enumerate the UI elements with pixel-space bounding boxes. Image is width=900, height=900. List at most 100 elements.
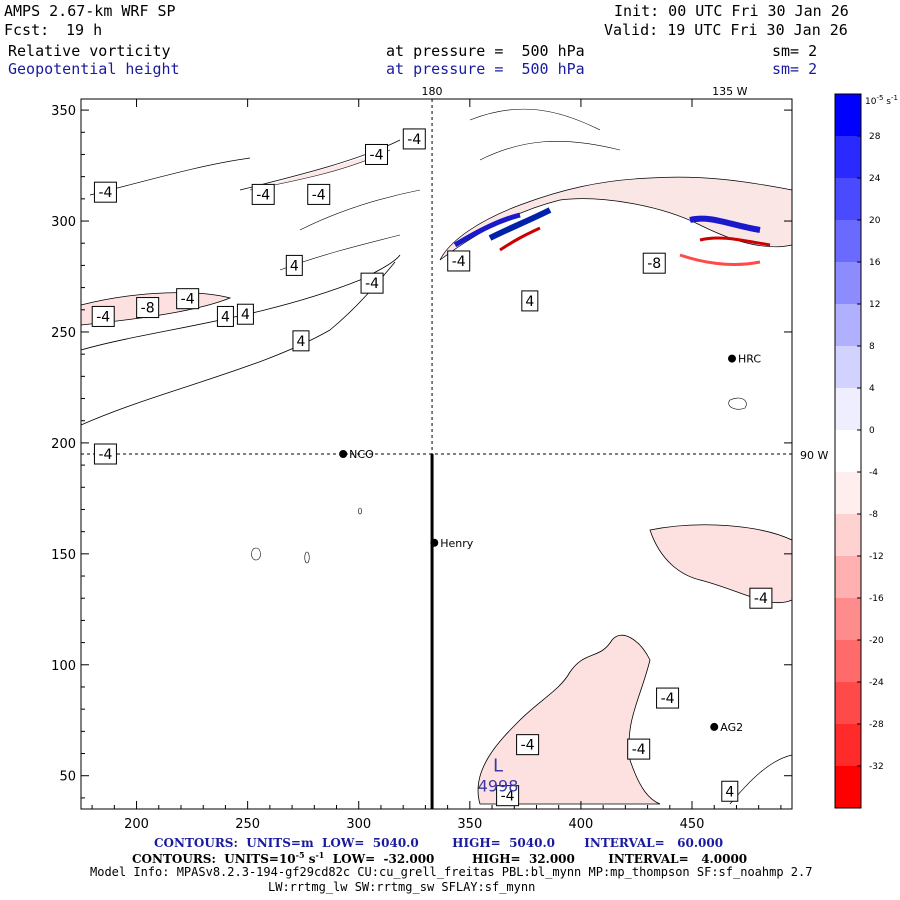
- contour-label-box: [251, 183, 275, 205]
- contour-label: -4: [632, 742, 646, 758]
- colorbar-swatch: [835, 724, 861, 767]
- colorbar-label: 4: [869, 384, 875, 394]
- contour-label-box: [216, 305, 234, 327]
- colorbar-label: 24: [869, 174, 881, 184]
- field-vorticity-name: Relative vorticity: [8, 42, 171, 60]
- footer-units-range: LOW= -32.000 HIGH= 32.000 INTERVAL= 4.00…: [324, 852, 748, 866]
- colorbar-swatch: [835, 472, 861, 515]
- meridian-label: 90 W: [800, 449, 828, 462]
- colorbar-swatch: [835, 430, 861, 473]
- station-name: NCO: [349, 448, 374, 461]
- colorbar-label: 16: [869, 258, 881, 268]
- footer-model-info-2: LW:rrtmg_lw SW:rrtmg_sw SFLAY:sf_mynn: [268, 880, 536, 894]
- contour-label: 4: [297, 334, 306, 350]
- colorbar-swatch: [835, 598, 861, 641]
- footer-units-prefix: CONTOURS: UNITS=10: [132, 852, 296, 866]
- contour-label: -4: [407, 132, 421, 148]
- colorbar-swatch: [835, 556, 861, 599]
- colorbar-label: -12: [869, 552, 884, 562]
- station-name: AG2: [720, 721, 743, 734]
- field-height-level: at pressure = 500 hPa: [386, 60, 585, 78]
- contour-label-box: [236, 303, 254, 325]
- field-vorticity-level: at pressure = 500 hPa: [386, 42, 585, 60]
- y-tick-label: 150: [51, 548, 76, 563]
- field-height-smoothing: sm= 2: [772, 60, 818, 78]
- low-symbol: L: [493, 755, 503, 776]
- station-name: Henry: [440, 537, 474, 550]
- y-tick-label: 300: [51, 215, 76, 230]
- x-tick-label: 450: [680, 817, 705, 832]
- station-dot: [430, 538, 439, 547]
- contour-label-box: [292, 330, 310, 352]
- colorbar-swatch: [835, 304, 861, 347]
- init-time: Init: 00 UTC Fri 30 Jan 26: [614, 2, 849, 20]
- station-name: HRC: [738, 353, 761, 366]
- colorbar-swatch: [835, 94, 861, 137]
- contour-label-box: [365, 143, 389, 165]
- colorbar-label: -8: [869, 510, 878, 520]
- contour-label: -4: [365, 276, 379, 292]
- field-vorticity-smoothing: sm= 2: [772, 42, 818, 60]
- contour-label: -4: [256, 187, 270, 203]
- valid-time: Valid: 19 UTC Fri 30 Jan 26: [604, 21, 848, 39]
- footer-units-exp: -5: [295, 850, 305, 860]
- contour-label-box: [91, 305, 115, 327]
- contour-label: -4: [96, 309, 110, 325]
- lat-lon-gridlines: 180 135 W 90 W: [81, 85, 828, 809]
- colorbar-label: 12: [869, 300, 880, 310]
- colorbar-unit-base: 10: [865, 97, 877, 107]
- contour-label: -8: [141, 301, 155, 317]
- colorbar-label: 20: [869, 216, 881, 226]
- meridian-label: 135 W: [712, 85, 747, 98]
- x-tick-label: 350: [457, 817, 482, 832]
- colorbar-swatch: [835, 178, 861, 221]
- contour-label-box: [136, 297, 160, 319]
- contour-label: -4: [452, 254, 466, 270]
- colorbar-label: -32: [869, 762, 884, 772]
- contour-label-box: [516, 734, 540, 756]
- axes-layer: 200 250 300 350 400 450 50 100 150 200 250 300 350: [51, 99, 792, 832]
- footer-units-exp2: -1: [315, 850, 325, 860]
- colorbar-swatch: [835, 682, 861, 725]
- colorbar-label: 0: [869, 426, 875, 436]
- contour-label-box: [521, 290, 539, 312]
- x-tick-label: 250: [235, 817, 260, 832]
- colorbar-swatch: [835, 640, 861, 683]
- y-tick-label: 250: [51, 326, 76, 341]
- colorbar-label: 8: [869, 342, 875, 352]
- colorbar-swatch: [835, 766, 861, 809]
- contour-label: -4: [501, 789, 515, 805]
- forecast-label: Fcst:: [4, 21, 50, 39]
- station-dot: [728, 354, 737, 363]
- contour-label: 4: [241, 307, 250, 323]
- contour-label-box: [176, 288, 200, 310]
- colorbar-label: -4: [869, 468, 878, 478]
- contour-label: 4: [290, 258, 299, 274]
- forecast-hour: 19 h: [66, 21, 103, 39]
- contour-label-box: [447, 250, 471, 272]
- x-tick-label: 200: [124, 817, 149, 832]
- contour-label: -4: [98, 447, 112, 463]
- contour-label-box: [496, 785, 520, 807]
- meridian-label: 180: [422, 85, 443, 98]
- contour-label: -4: [521, 738, 535, 754]
- station-markers: NCO Henry HRC AG2: [339, 353, 761, 734]
- y-tick-label: 200: [51, 437, 76, 452]
- contour-label: -4: [754, 591, 768, 607]
- colorbar-label: -24: [869, 678, 884, 688]
- colorbar-swatch: [835, 262, 861, 305]
- contour-label-box: [642, 252, 666, 274]
- station-dot: [710, 722, 719, 731]
- contour-label: -4: [370, 147, 384, 163]
- colorbar-unit: 10-5 s-1: [865, 94, 898, 107]
- x-tick-label: 400: [569, 817, 594, 832]
- y-tick-label: 350: [51, 104, 76, 119]
- contour-label: 4: [525, 294, 534, 310]
- contour-label-box: [721, 780, 739, 802]
- colorbar-label: -28: [869, 720, 884, 730]
- colorbar-swatch: [835, 514, 861, 557]
- colorbar-unit-exp: -5: [876, 94, 883, 102]
- x-tick-label: 300: [346, 817, 371, 832]
